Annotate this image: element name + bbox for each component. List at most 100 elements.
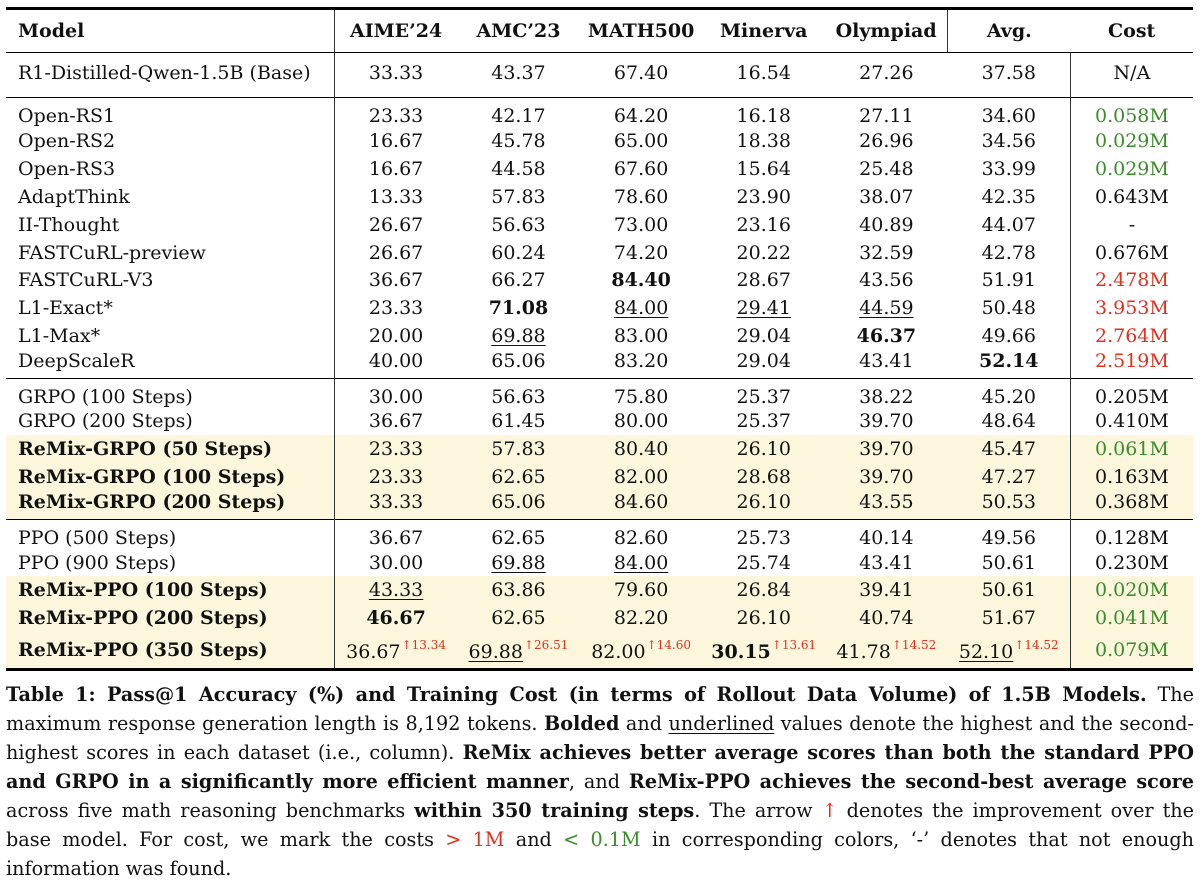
model-name-cell: II-Thought bbox=[6, 210, 335, 239]
cell-value: 20.22 bbox=[736, 241, 791, 264]
improvement-arrow-value: ↑14.60 bbox=[646, 637, 692, 652]
cost-cell: 0.643M bbox=[1070, 183, 1193, 211]
table-row: L1-Exact* 23.33 71.08 84.00 29.41 44.59 50.48 3… bbox=[6, 294, 1193, 323]
cell-value: 69.88 bbox=[468, 640, 523, 663]
cell-value: 2.764M bbox=[1094, 325, 1169, 348]
olympiad-cell: 40.14 bbox=[825, 518, 948, 549]
aime-cell: 23.33 bbox=[334, 97, 458, 127]
cell-value: 27.11 bbox=[859, 105, 914, 127]
math500-cell: 65.00 bbox=[580, 127, 703, 155]
aime-cell: 36.67↑13.34 bbox=[334, 632, 458, 672]
aime-cell: 23.33 bbox=[335, 294, 458, 322]
amc-cell: 56.63 bbox=[457, 211, 580, 239]
math500-cell: 84.00 bbox=[580, 294, 703, 322]
minerva-cell: 23.16 bbox=[702, 211, 825, 239]
amc-cell: 65.06 bbox=[457, 350, 580, 378]
caption-bolded-word: Bolded bbox=[544, 712, 620, 735]
header-math500: MATH500 bbox=[579, 7, 703, 53]
cell-value: 65.00 bbox=[613, 129, 669, 152]
cell-value: 69.88 bbox=[491, 551, 546, 574]
cell-value: 75.80 bbox=[613, 385, 669, 408]
math500-cell: 73.00 bbox=[580, 211, 703, 239]
math500-cell: 67.40 bbox=[580, 53, 703, 98]
caption-text-6: . The arrow bbox=[694, 799, 822, 822]
cell-value: 39.41 bbox=[859, 579, 914, 602]
table-row: AdaptThink 13.33 57.83 78.60 23.90 38.07 42.35… bbox=[6, 182, 1193, 211]
cell-value: 26.10 bbox=[736, 607, 791, 630]
minerva-cell: 30.15↑13.61 bbox=[702, 632, 826, 672]
cell-value: 84.00 bbox=[613, 297, 669, 320]
avg-cell: 49.56 bbox=[947, 518, 1071, 549]
cell-value: 64.20 bbox=[613, 105, 669, 127]
caption-text-1: The maximum response generation length i… bbox=[6, 683, 1194, 735]
avg-cell: 50.61 bbox=[947, 548, 1071, 577]
cell-value: 0.163M bbox=[1094, 466, 1169, 489]
cell-value: 45.78 bbox=[491, 129, 546, 152]
cell-value: 15.64 bbox=[736, 157, 791, 180]
cell-value: 83.00 bbox=[613, 325, 669, 348]
amc-cell: 44.58 bbox=[457, 155, 580, 183]
cell-value: 57.83 bbox=[491, 185, 546, 208]
table-row: PPO (500 Steps) 36.67 62.65 82.60 25.73 40.14… bbox=[6, 518, 1193, 549]
cell-value: 25.48 bbox=[859, 157, 914, 180]
cell-value: 26.96 bbox=[859, 129, 914, 152]
model-name-cell: GRPO (100 Steps) bbox=[6, 377, 335, 408]
model-name-cell: ReMix-GRPO (100 Steps) bbox=[6, 463, 335, 492]
cell-value: 43.55 bbox=[859, 491, 914, 514]
caption-bold-3: within 350 training steps bbox=[414, 799, 695, 822]
table-row: ReMix-GRPO (200 Steps) 33.33 65.06 84.60 26.… bbox=[6, 491, 1193, 520]
minerva-cell: 28.67 bbox=[702, 266, 825, 294]
caption-bold-1: ReMix achieves better average scores tha… bbox=[6, 741, 1194, 793]
olympiad-cell: 39.70 bbox=[825, 408, 948, 436]
olympiad-cell: 27.11 bbox=[825, 97, 948, 127]
amc-cell: 57.83 bbox=[457, 183, 580, 211]
improvement-arrow-value: ↑13.34 bbox=[401, 637, 446, 652]
avg-cell: 48.64 bbox=[947, 407, 1071, 436]
cell-value: 80.40 bbox=[613, 438, 669, 461]
avg-cell: 33.99 bbox=[947, 154, 1071, 183]
math500-cell: 84.40 bbox=[580, 266, 703, 294]
cell-value: 43.41 bbox=[859, 551, 914, 574]
cell-value: 23.16 bbox=[736, 213, 791, 236]
table-caption: Table 1: Pass@1 Accuracy (%) and Trainin… bbox=[6, 680, 1194, 883]
olympiad-cell: 43.55 bbox=[825, 491, 948, 520]
cell-value: 63.86 bbox=[491, 579, 546, 602]
cell-value: 28.67 bbox=[736, 269, 791, 292]
table-row: ReMix-PPO (350 Steps) 36.67↑13.34 69.88↑26… bbox=[6, 632, 1193, 672]
amc-cell: 62.65 bbox=[457, 518, 580, 549]
olympiad-cell: 39.70 bbox=[825, 435, 948, 464]
cell-value: 32.59 bbox=[859, 241, 914, 264]
cell-value: 23.33 bbox=[368, 438, 424, 461]
cell-value: 25.37 bbox=[736, 410, 791, 433]
olympiad-cell: 32.59 bbox=[825, 239, 948, 267]
minerva-cell: 18.38 bbox=[702, 127, 825, 155]
cell-value: 33.33 bbox=[368, 491, 424, 514]
cell-value: 62.65 bbox=[491, 607, 546, 630]
minerva-cell: 16.54 bbox=[702, 53, 825, 98]
cell-value: 0.020M bbox=[1094, 579, 1169, 602]
caption-underlined-word: underlined bbox=[668, 712, 775, 735]
math500-cell: 84.60 bbox=[579, 491, 703, 520]
cost-cell: - bbox=[1070, 211, 1193, 239]
cell-value: 30.15 bbox=[711, 640, 771, 663]
cell-value: 56.63 bbox=[491, 213, 546, 236]
table-row: ReMix-PPO (100 Steps) 43.33 63.86 79.60 26.8… bbox=[6, 576, 1193, 605]
aime-cell: 16.67 bbox=[335, 155, 458, 183]
cell-value: 28.68 bbox=[736, 466, 791, 489]
improvement-arrow-value: ↑26.51 bbox=[523, 637, 569, 652]
header-olympiad: Olympiad bbox=[825, 7, 949, 53]
minerva-cell: 26.84 bbox=[702, 576, 826, 605]
aime-cell: 16.67 bbox=[335, 127, 458, 155]
cell-value: 2.519M bbox=[1094, 350, 1169, 373]
header-minerva: Minerva bbox=[702, 7, 826, 53]
cell-value: 39.70 bbox=[859, 438, 914, 461]
cost-cell: 0.163M bbox=[1070, 463, 1193, 492]
model-name-cell: L1-Max* bbox=[6, 322, 335, 351]
olympiad-cell: 26.96 bbox=[825, 127, 948, 155]
model-name-cell: AdaptThink bbox=[6, 182, 335, 211]
header-row: Model AIME’24 AMC’23 MATH500 Minerva Oly… bbox=[6, 7, 1193, 53]
cell-value: 16.54 bbox=[736, 61, 791, 84]
minerva-cell: 29.41 bbox=[702, 294, 825, 322]
avg-cell: 34.56 bbox=[947, 127, 1071, 155]
cell-value: 46.37 bbox=[856, 325, 917, 348]
